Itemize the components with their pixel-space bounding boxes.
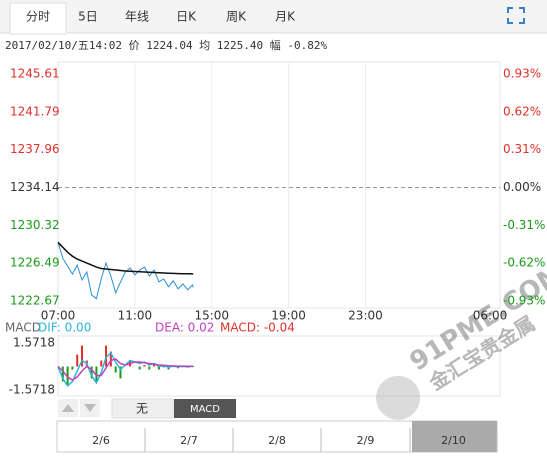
y2-tick-label: 0.00% <box>503 180 541 194</box>
x-tick-label: 06:00 <box>473 309 508 323</box>
plot-frame <box>57 61 501 309</box>
macd-label: DEA: 0.02 <box>155 321 214 335</box>
tab-label[interactable]: 月K <box>275 10 296 24</box>
x-tick-label: 11:00 <box>118 309 153 323</box>
tab-label[interactable]: 周K <box>226 10 247 24</box>
macd-line <box>57 358 194 381</box>
watermark: 91PME.COM 金汇宝贵金属 <box>376 259 547 420</box>
navigator-label: 2/9 <box>357 434 375 447</box>
macd-title: MACD <box>5 321 41 335</box>
macd-frame <box>57 335 501 397</box>
tab-label[interactable]: 分时 <box>26 10 50 24</box>
y-tick-label: 1241.79 <box>10 104 60 118</box>
y-tick-label: 1222.67 <box>10 294 60 308</box>
navigator-selection[interactable] <box>412 421 497 452</box>
y2-tick-label: 0.31% <box>503 142 541 156</box>
price-line <box>57 241 194 275</box>
tab-label[interactable]: 5日 <box>78 10 98 24</box>
y-tick-label: -1.5718 <box>9 383 55 397</box>
down-arrow <box>84 404 96 412</box>
info-line: 2017/02/10/五14:02 价 1224.04 均 1225.40 幅 … <box>5 39 328 52</box>
x-tick-label: 23:00 <box>348 309 383 323</box>
watermark-logo <box>376 375 421 420</box>
y-tick-label: 1226.49 <box>10 256 60 270</box>
tab-label[interactable]: 年线 <box>125 10 149 24</box>
y2-tick-label: -0.93% <box>503 294 545 308</box>
button-label: MACD <box>190 404 220 415</box>
button-label: 无 <box>136 402 148 416</box>
indicator-button-active[interactable] <box>174 399 236 418</box>
y-tick-label: 1245.61 <box>10 67 60 81</box>
up-arrow <box>62 404 74 412</box>
y2-tick-label: 0.62% <box>503 104 541 118</box>
y2-tick-label: 0.93% <box>503 67 541 81</box>
x-tick-label: 07:00 <box>41 309 76 323</box>
y-tick-label: 1234.14 <box>10 180 60 194</box>
y-tick-label: 1237.96 <box>10 142 60 156</box>
macd-label: MACD: -0.04 <box>220 321 295 335</box>
navigator-label: 2/8 <box>268 434 286 447</box>
macd-line <box>57 351 194 388</box>
y2-tick-label: -0.62% <box>503 256 545 270</box>
indicator-button[interactable] <box>111 398 174 419</box>
fullscreen-icon[interactable] <box>507 7 525 24</box>
y-tick-label: 1230.32 <box>10 218 60 232</box>
y2-tick-label: -0.31% <box>503 218 545 232</box>
y-tick-label: 1.5718 <box>13 336 55 350</box>
navigator-label: 2/6 <box>92 434 110 447</box>
tab-bar <box>0 0 547 33</box>
x-tick-label: 15:00 <box>194 309 229 323</box>
tab-label[interactable]: 日K <box>176 10 197 24</box>
navigator-label: 2/7 <box>180 434 198 447</box>
navigator-label: 2/10 <box>441 434 466 447</box>
x-tick-label: 19:00 <box>271 309 306 323</box>
active-tab[interactable] <box>9 2 67 35</box>
macd-label: DIF: 0.00 <box>38 321 91 335</box>
price-line <box>57 242 194 300</box>
